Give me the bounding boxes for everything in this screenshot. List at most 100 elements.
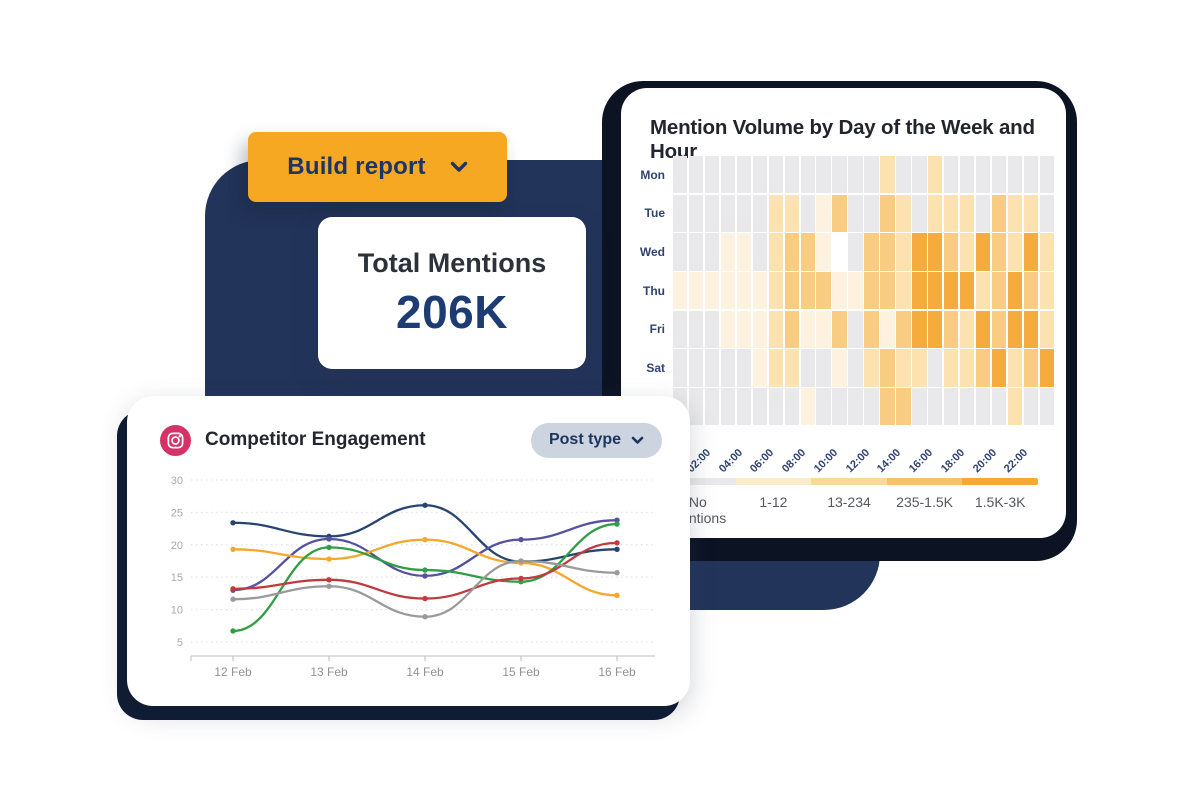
heatmap-cell [896, 310, 911, 348]
heatmap-cell [736, 272, 752, 310]
svg-text:12 Feb: 12 Feb [214, 665, 252, 679]
heatmap-hour-label: 16:00 [906, 446, 936, 476]
heatmap-day-label: Mon [640, 167, 665, 182]
heatmap-cell [1007, 272, 1023, 310]
heatmap-cell [864, 349, 879, 387]
data-point-marker [614, 569, 620, 576]
heatmap-cell [943, 156, 959, 194]
heatmap-cell [880, 233, 895, 271]
total-mentions-value: 206K [396, 285, 508, 338]
heatmap-grid: Mon Tue Wed Thu Fri Sat Sun [621, 156, 1054, 427]
heatmap-row: Sat [621, 349, 1054, 387]
heatmap-cell [848, 156, 863, 194]
heatmap-row: Sun [621, 388, 1054, 426]
heatmap-cell [704, 310, 720, 348]
heatmap-cell [975, 349, 991, 387]
svg-text:14 Feb: 14 Feb [406, 665, 444, 679]
heatmap-cell [768, 310, 784, 348]
heatmap-day-label: Wed [639, 244, 665, 259]
heatmap-cell [816, 194, 831, 232]
svg-text:10: 10 [171, 605, 183, 617]
heatmap-cell [752, 156, 768, 194]
heatmap-cell [1023, 272, 1039, 310]
heatmap-cell [1007, 310, 1023, 348]
competitor-card-title: Competitor Engagement [205, 429, 426, 450]
heatmap-cell [768, 272, 784, 310]
data-point-marker [326, 536, 332, 542]
heatmap-cell [752, 272, 768, 310]
heatmap-cell [943, 194, 959, 232]
heatmap-cell [704, 349, 720, 387]
heatmap-row: Thu [621, 272, 1054, 310]
heatmap-cell [688, 194, 704, 232]
heatmap-cell [688, 388, 704, 426]
data-point-marker [422, 536, 428, 543]
heatmap-cell [959, 310, 975, 348]
data-point-marker [614, 521, 620, 527]
svg-text:30: 30 [171, 475, 183, 487]
heatmap-cell [991, 388, 1007, 426]
heatmap-cell [848, 272, 863, 310]
heatmap-hour-label: 04:00 [716, 446, 745, 476]
data-point-marker [326, 583, 332, 589]
heatmap-cell [975, 194, 991, 232]
heatmap-cell [912, 272, 927, 310]
heatmap-cell [768, 388, 784, 426]
heatmap-cell [768, 233, 784, 271]
heatmap-cell [959, 233, 975, 271]
heatmap-cell [1023, 156, 1039, 194]
heatmap-cell [673, 194, 688, 232]
heatmap-day-label: Sat [646, 361, 665, 376]
heatmap-cell [816, 310, 831, 348]
heatmap-cell [816, 233, 831, 271]
svg-text:15: 15 [171, 572, 183, 584]
heatmap-cell [784, 233, 799, 271]
svg-text:5: 5 [177, 637, 183, 649]
heatmap-cell [1023, 310, 1039, 348]
heatmap-cell [864, 156, 879, 194]
heatmap-cell [975, 233, 991, 271]
build-report-button[interactable]: Build report [248, 132, 507, 202]
data-point-marker [230, 628, 236, 634]
heatmap-day-label: Thu [643, 283, 665, 298]
heatmap-cell [800, 272, 815, 310]
heatmap-hour-label: 22:00 [1002, 446, 1031, 476]
heatmap-cell [784, 388, 799, 426]
heatmap-cell [800, 156, 815, 194]
data-point-marker [422, 614, 428, 620]
heatmap-cell [736, 156, 752, 194]
heatmap-cell [1007, 194, 1023, 232]
post-type-dropdown[interactable]: Post type [530, 422, 662, 458]
svg-text:15 Feb: 15 Feb [502, 665, 540, 679]
data-point-marker [422, 567, 428, 573]
heatmap-cell [688, 349, 704, 387]
heatmap-cell [928, 194, 943, 232]
competitor-card-header: Competitor Engagement Post type [160, 422, 662, 458]
heatmap-cell [784, 349, 799, 387]
heatmap-cell [880, 156, 895, 194]
heatmap-cell [848, 233, 863, 271]
heatmap-row: Mon [621, 156, 1054, 194]
heatmap-cell [928, 388, 943, 426]
heatmap-cell [943, 233, 959, 271]
heatmap-cell [800, 388, 815, 426]
heatmap-cell [800, 349, 815, 387]
heatmap-cell [673, 156, 688, 194]
heatmap-hour-label: 18:00 [938, 446, 967, 476]
data-point-marker [230, 586, 236, 592]
heatmap-cell [784, 194, 799, 232]
heatmap-cell [864, 233, 879, 271]
heatmap-cell [1023, 194, 1039, 232]
heatmap-cell [704, 272, 720, 310]
heatmap-cell [848, 349, 863, 387]
heatmap-hour-label: 14:00 [875, 446, 904, 476]
heatmap-cell [959, 194, 975, 232]
heatmap-cell [720, 310, 736, 348]
heatmap-legend-labels: No Mentions 1-12 13-234 235-1.5K 1.5K-3K [660, 494, 1038, 526]
heatmap-legend: No Mentions 1-12 13-234 235-1.5K 1.5K-3K [660, 478, 1038, 526]
heatmap-cell [784, 310, 799, 348]
data-point-marker [614, 540, 620, 546]
heatmap-cell [673, 233, 688, 271]
heatmap-legend-label: 13-234 [827, 494, 871, 510]
